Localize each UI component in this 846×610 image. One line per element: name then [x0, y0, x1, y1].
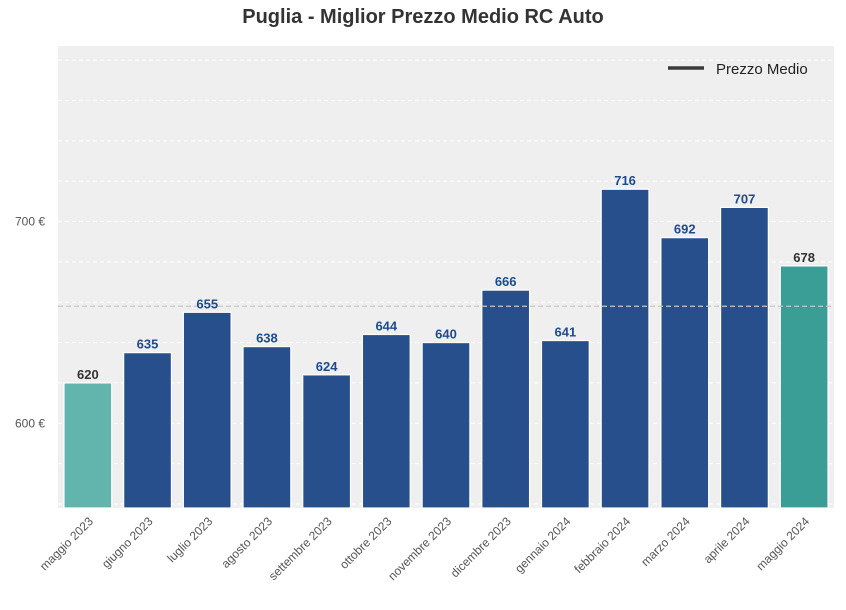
x-tick-label: dicembre 2023 [448, 514, 514, 580]
x-tick-label: maggio 2024 [753, 514, 812, 573]
legend-label: Prezzo Medio [716, 61, 808, 78]
data-label: 678 [793, 250, 815, 265]
bar [302, 374, 352, 509]
bar [63, 382, 113, 509]
data-labels: 620 635 655 638 624 644 640 666 641 716 692 707 678 [77, 173, 815, 382]
bar [600, 188, 650, 509]
x-tick-label: luglio 2023 [164, 514, 215, 565]
x-tick-label: gennaio 2024 [512, 514, 574, 576]
bar [242, 346, 292, 509]
x-tick-label: settembre 2023 [266, 514, 335, 583]
x-tick-label: marzo 2024 [638, 514, 693, 569]
data-label: 655 [196, 296, 218, 311]
x-tick-label: novembre 2023 [385, 514, 454, 583]
bar [719, 206, 769, 509]
data-label: 716 [614, 173, 636, 188]
chart-title: Puglia - Miglior Prezzo Medio RC Auto [242, 6, 604, 28]
data-label: 638 [256, 331, 278, 346]
x-axis-ticks: maggio 2023 giugno 2023 luglio 2023 agosto … [37, 514, 813, 583]
data-label: 644 [375, 318, 397, 333]
data-label: 620 [77, 367, 99, 382]
data-label: 641 [555, 325, 577, 340]
bar [481, 289, 531, 509]
data-label: 640 [435, 327, 457, 342]
data-label: 666 [495, 274, 517, 289]
bar [123, 352, 173, 509]
x-tick-label: ottobre 2023 [337, 514, 395, 572]
data-label: 692 [674, 222, 696, 237]
bar [660, 237, 710, 509]
x-tick-label: febbraio 2024 [571, 514, 633, 576]
x-tick-label: giugno 2023 [99, 514, 156, 571]
x-tick-label: agosto 2023 [218, 514, 275, 571]
x-tick-label: aprile 2024 [701, 514, 753, 566]
bar [182, 311, 232, 509]
y-axis-ticks: 600 € 700 € [15, 215, 45, 431]
data-label: 707 [734, 191, 756, 206]
data-label: 624 [316, 359, 338, 374]
bar [540, 339, 590, 509]
y-tick-label: 600 € [15, 416, 45, 430]
bars [63, 188, 829, 509]
bar [421, 341, 471, 509]
data-label: 635 [137, 337, 159, 352]
bar [779, 265, 829, 509]
x-tick-label: maggio 2023 [37, 514, 96, 573]
y-tick-label: 700 € [15, 215, 45, 229]
bar [361, 333, 411, 509]
legend: Prezzo Medio [668, 61, 808, 78]
